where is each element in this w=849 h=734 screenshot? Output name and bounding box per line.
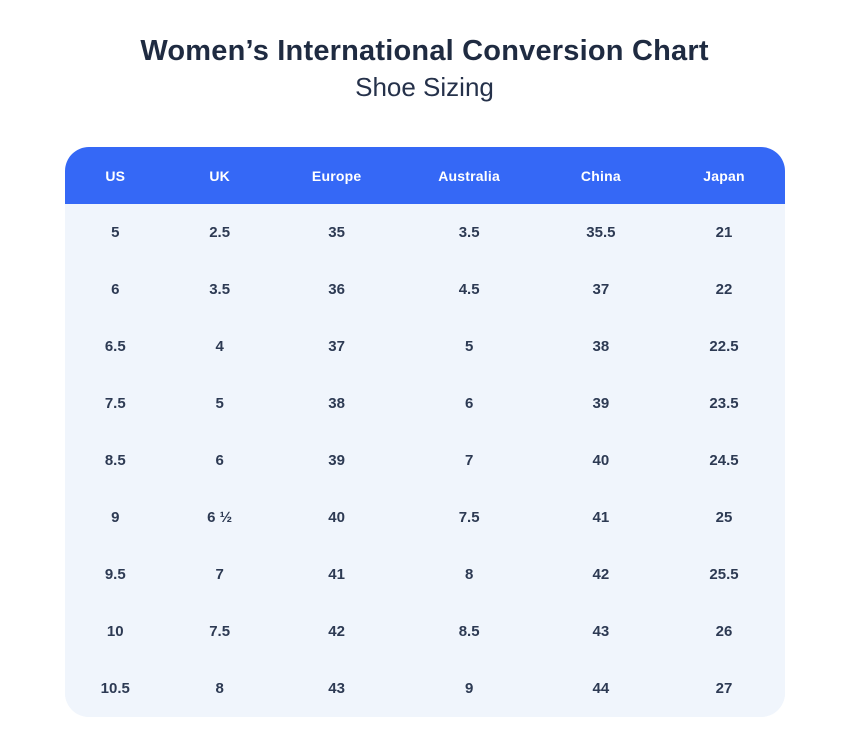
size-cell: 4.5: [458, 281, 480, 299]
conversion-table-card: US UK Europe Australia China Japan 5 2.5 35 3.5 3…: [64, 147, 785, 718]
size-cell: 9.5: [104, 566, 126, 584]
size-cell: 37: [592, 281, 610, 299]
size-cell: 6: [215, 452, 224, 470]
page-subtitle: Shoe Sizing: [355, 71, 494, 102]
size-cell: 38: [592, 338, 610, 356]
size-cell: 8.5: [104, 452, 126, 470]
size-cell: 43: [592, 623, 610, 641]
size-cell: 4: [215, 338, 224, 356]
size-cell: 9: [111, 509, 120, 527]
size-cell: 43: [328, 680, 345, 698]
size-cell: 35: [328, 224, 345, 242]
size-cell: 21: [715, 224, 733, 242]
table-header-row: US UK Europe Australia China Japan: [64, 147, 785, 205]
size-cell: 7: [464, 452, 474, 470]
size-cell: 22: [715, 281, 733, 299]
size-cell: 25: [715, 509, 733, 527]
size-cell: 42: [328, 623, 345, 641]
size-cell: 25.5: [709, 566, 739, 584]
size-cell: 6 ½: [207, 509, 233, 527]
table-row: 5 2.5 35 3.5 35.5 21: [64, 204, 785, 262]
size-cell: 9: [464, 680, 474, 698]
size-cell: 10.5: [100, 680, 130, 698]
conversion-table: US UK Europe Australia China Japan 5 2.5 35 3.5 3…: [64, 147, 785, 718]
size-cell: 41: [328, 566, 345, 584]
table-row: 9 6 ½ 40 7.5 41 25: [64, 489, 785, 547]
size-cell: 7.5: [209, 623, 231, 641]
size-cell: 3.5: [209, 281, 231, 299]
size-cell: 42: [592, 566, 610, 584]
size-cell: 7: [215, 566, 224, 584]
size-cell: 44: [592, 680, 610, 698]
size-cell: 8: [215, 680, 224, 698]
size-cell: 8.5: [458, 623, 480, 641]
size-cell: 26: [715, 623, 733, 641]
size-cell: 41: [592, 509, 610, 527]
size-cell: 5: [111, 224, 120, 242]
column-header-japan: Japan: [703, 167, 745, 184]
table-head: US UK Europe Australia China Japan: [64, 147, 785, 205]
size-cell: 6: [111, 281, 120, 299]
size-cell: 6: [464, 395, 474, 413]
column-header-europe: Europe: [311, 167, 362, 184]
table-row: 8.5 6 39 7 40 24.5: [64, 432, 785, 490]
size-cell: 5: [215, 395, 224, 413]
table-row: 10 7.5 42 8.5 43 26: [64, 603, 785, 661]
size-cell: 27: [715, 680, 733, 698]
table-body: 5 2.5 35 3.5 35.5 21 6 3.5 36 4.5 37 22 6.5 4 37 5 38 22.…: [64, 204, 785, 718]
size-cell: 3.5: [458, 224, 480, 242]
size-cell: 23.5: [709, 395, 739, 413]
size-cell: 8: [464, 566, 474, 584]
title-block: Women’s International Conversion Chart S…: [0, 0, 849, 103]
size-cell: 24.5: [709, 452, 739, 470]
table-row: 6 3.5 36 4.5 37 22: [64, 261, 785, 319]
size-cell: 5: [464, 338, 474, 356]
size-cell: 10: [106, 623, 124, 641]
table-row: 7.5 5 38 6 39 23.5: [64, 375, 785, 433]
size-cell: 40: [592, 452, 610, 470]
size-cell: 7.5: [104, 395, 126, 413]
size-cell: 22.5: [709, 338, 739, 356]
size-cell: 36: [328, 281, 345, 299]
size-cell: 2.5: [209, 224, 231, 242]
column-header-us: US: [105, 167, 126, 184]
table-row: 9.5 7 41 8 42 25.5: [64, 546, 785, 604]
table-row: 10.5 8 43 9 44 27: [64, 660, 785, 718]
size-cell: 37: [328, 338, 345, 356]
size-cell: 39: [328, 452, 345, 470]
size-cell: 7.5: [458, 509, 480, 527]
column-header-uk: UK: [209, 167, 230, 184]
size-cell: 39: [592, 395, 610, 413]
size-cell: 38: [328, 395, 345, 413]
column-header-china: China: [580, 167, 621, 184]
size-cell: 6.5: [104, 338, 126, 356]
table-row: 6.5 4 37 5 38 22.5: [64, 318, 785, 376]
size-cell: 35.5: [586, 224, 616, 242]
page-title: Women’s International Conversion Chart: [140, 35, 709, 67]
column-header-australia: Australia: [438, 167, 500, 184]
size-cell: 40: [328, 509, 345, 527]
